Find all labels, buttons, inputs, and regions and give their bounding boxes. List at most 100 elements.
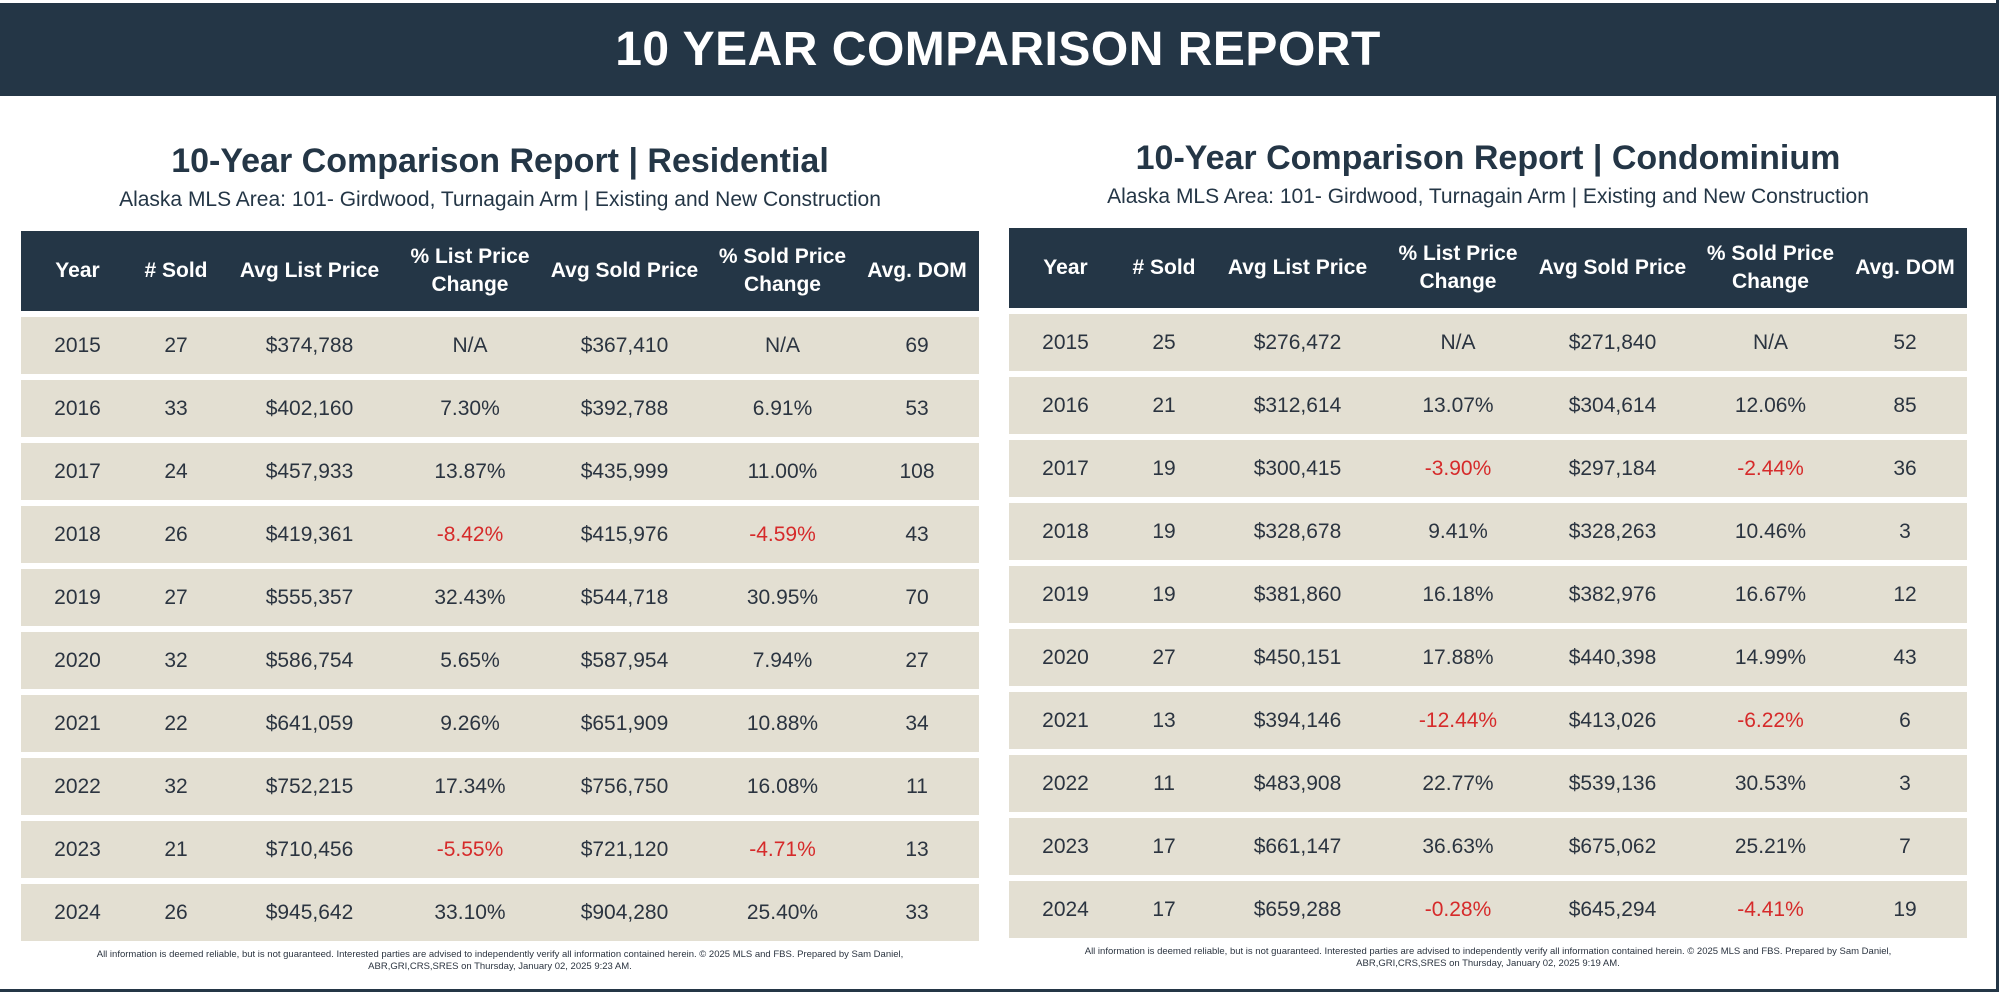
sold-price-change-cell: 7.94% bbox=[752, 648, 813, 672]
avg-dom-cell: 108 bbox=[899, 459, 935, 483]
avg-list-price-cell: $374,788 bbox=[265, 333, 354, 357]
year-cell: 2019 bbox=[1042, 582, 1089, 606]
page-border-right bbox=[1996, 0, 1999, 992]
header-avg-sold-price: Avg Sold Price bbox=[550, 259, 699, 282]
avg-dom-cell: 12 bbox=[1893, 582, 1917, 606]
year-cell: 2023 bbox=[54, 837, 101, 861]
avg-list-price-cell: $752,215 bbox=[265, 774, 354, 798]
sold-price-change-cell: N/A bbox=[764, 333, 800, 357]
avg-list-price-cell: $641,059 bbox=[265, 711, 354, 735]
avg-dom-cell: 3 bbox=[1899, 771, 1911, 795]
list-price-change-cell: 17.88% bbox=[1422, 645, 1494, 669]
list-price-change-cell: -0.28% bbox=[1424, 897, 1492, 921]
year-cell: 2016 bbox=[1042, 393, 1089, 417]
header-list-price-change: % List Price Change bbox=[1398, 242, 1518, 293]
avg-dom-cell: 19 bbox=[1893, 897, 1917, 921]
list-price-change-cell: -8.42% bbox=[436, 522, 504, 546]
table-row: 2019 27 $555,357 32.43% $544,718 30.95% 70 bbox=[21, 569, 979, 626]
avg-list-price-cell: $450,151 bbox=[1253, 645, 1342, 669]
table-row: 2015 25 $276,472 N/A $271,840 N/A 52 bbox=[1009, 314, 1967, 371]
sold-cell: 19 bbox=[1152, 519, 1176, 543]
avg-list-price-cell: $402,160 bbox=[265, 396, 354, 420]
table-row: 2017 19 $300,415 -3.90% $297,184 -2.44% 36 bbox=[1009, 440, 1967, 497]
avg-sold-price-cell: $328,263 bbox=[1568, 519, 1657, 543]
table-row: 2016 33 $402,160 7.30% $392,788 6.91% 53 bbox=[21, 380, 979, 437]
sold-cell: 21 bbox=[164, 837, 188, 861]
sold-cell: 27 bbox=[164, 333, 188, 357]
avg-list-price-cell: $945,642 bbox=[265, 900, 354, 924]
year-cell: 2024 bbox=[1042, 897, 1089, 921]
avg-sold-price-cell: $367,410 bbox=[580, 333, 669, 357]
sold-cell: 27 bbox=[164, 585, 188, 609]
residential-table: Year # Sold Avg List Price % List Price … bbox=[21, 231, 979, 941]
sold-price-change-cell: 6.91% bbox=[752, 396, 813, 420]
avg-dom-cell: 3 bbox=[1899, 519, 1911, 543]
avg-sold-price-cell: $539,136 bbox=[1568, 771, 1657, 795]
header-list-price-change: % List Price Change bbox=[410, 245, 530, 296]
condominium-title: 10-Year Comparison Report | Condominium bbox=[1135, 139, 1841, 177]
avg-dom-cell: 85 bbox=[1893, 393, 1917, 417]
sold-cell: 27 bbox=[1152, 645, 1176, 669]
table-row: 2023 21 $710,456 -5.55% $721,120 -4.71% 13 bbox=[21, 821, 979, 878]
avg-sold-price-cell: $392,788 bbox=[580, 396, 669, 420]
avg-dom-cell: 34 bbox=[905, 711, 929, 735]
sold-price-change-cell: 14.99% bbox=[1734, 645, 1807, 669]
avg-sold-price-cell: $651,909 bbox=[580, 711, 669, 735]
avg-dom-cell: 43 bbox=[905, 522, 929, 546]
list-price-change-cell: N/A bbox=[452, 333, 488, 357]
year-cell: 2015 bbox=[1042, 330, 1089, 354]
list-price-change-cell: 13.87% bbox=[434, 459, 506, 483]
avg-list-price-cell: $381,860 bbox=[1253, 582, 1342, 606]
avg-list-price-cell: $586,754 bbox=[265, 648, 354, 672]
list-price-change-cell: -5.55% bbox=[436, 837, 504, 861]
sold-cell: 24 bbox=[164, 459, 188, 483]
sold-price-change-cell: -6.22% bbox=[1737, 708, 1804, 732]
table-header: Year # Sold Avg List Price % List Price … bbox=[1009, 228, 1967, 308]
avg-dom-cell: 7 bbox=[1899, 834, 1911, 858]
list-price-change-cell: -12.44% bbox=[1418, 708, 1498, 732]
avg-list-price-cell: $483,908 bbox=[1253, 771, 1342, 795]
table-row: 2023 17 $661,147 36.63% $675,062 25.21% 7 bbox=[1009, 818, 1967, 875]
header-sold-price-change: % Sold Price Change bbox=[1706, 242, 1835, 293]
avg-list-price-cell: $300,415 bbox=[1253, 456, 1342, 480]
table-row: 2024 26 $945,642 33.10% $904,280 25.40% 33 bbox=[21, 884, 979, 941]
list-price-change-cell: 32.43% bbox=[434, 585, 506, 609]
year-cell: 2022 bbox=[1042, 771, 1089, 795]
list-price-change-cell: 7.30% bbox=[440, 396, 500, 420]
year-cell: 2022 bbox=[54, 774, 101, 798]
avg-dom-cell: 6 bbox=[1899, 708, 1911, 732]
sold-cell: 19 bbox=[1152, 582, 1176, 606]
avg-list-price-cell: $661,147 bbox=[1253, 834, 1342, 858]
year-cell: 2015 bbox=[54, 333, 101, 357]
table-row: 2024 17 $659,288 -0.28% $645,294 -4.41% 19 bbox=[1009, 881, 1967, 938]
page-border-bottom bbox=[0, 989, 1999, 992]
sold-price-change-cell: 25.40% bbox=[746, 900, 819, 924]
residential-subtitle: Alaska MLS Area: 101- Girdwood, Turnagai… bbox=[119, 188, 881, 211]
avg-sold-price-cell: $297,184 bbox=[1568, 456, 1657, 480]
sold-price-change-cell: 30.95% bbox=[746, 585, 819, 609]
year-cell: 2024 bbox=[54, 900, 101, 924]
condominium-subtitle: Alaska MLS Area: 101- Girdwood, Turnagai… bbox=[1107, 185, 1869, 208]
header-sold: # Sold bbox=[144, 259, 208, 282]
avg-sold-price-cell: $544,718 bbox=[580, 585, 669, 609]
avg-list-price-cell: $328,678 bbox=[1253, 519, 1342, 543]
avg-sold-price-cell: $435,999 bbox=[580, 459, 669, 483]
sold-cell: 22 bbox=[164, 711, 188, 735]
sold-cell: 25 bbox=[1152, 330, 1176, 354]
sold-cell: 21 bbox=[1152, 393, 1176, 417]
table-row: 2020 32 $586,754 5.65% $587,954 7.94% 27 bbox=[21, 632, 979, 689]
table-row: 2016 21 $312,614 13.07% $304,614 12.06% 85 bbox=[1009, 377, 1967, 434]
avg-sold-price-cell: $721,120 bbox=[580, 837, 669, 861]
table-header: Year # Sold Avg List Price % List Price … bbox=[21, 231, 979, 311]
header-avg-dom: Avg. DOM bbox=[867, 259, 967, 282]
sold-cell: 26 bbox=[164, 900, 188, 924]
avg-sold-price-cell: $382,976 bbox=[1568, 582, 1657, 606]
year-cell: 2016 bbox=[54, 396, 101, 420]
avg-dom-cell: 69 bbox=[905, 333, 929, 357]
header-year: Year bbox=[55, 259, 100, 282]
residential-footnote: All information is deemed reliable, but … bbox=[96, 949, 904, 972]
year-cell: 2017 bbox=[1042, 456, 1089, 480]
table-row: 2021 22 $641,059 9.26% $651,909 10.88% 34 bbox=[21, 695, 979, 752]
list-price-change-cell: 9.41% bbox=[1428, 519, 1488, 543]
sold-cell: 33 bbox=[164, 396, 188, 420]
